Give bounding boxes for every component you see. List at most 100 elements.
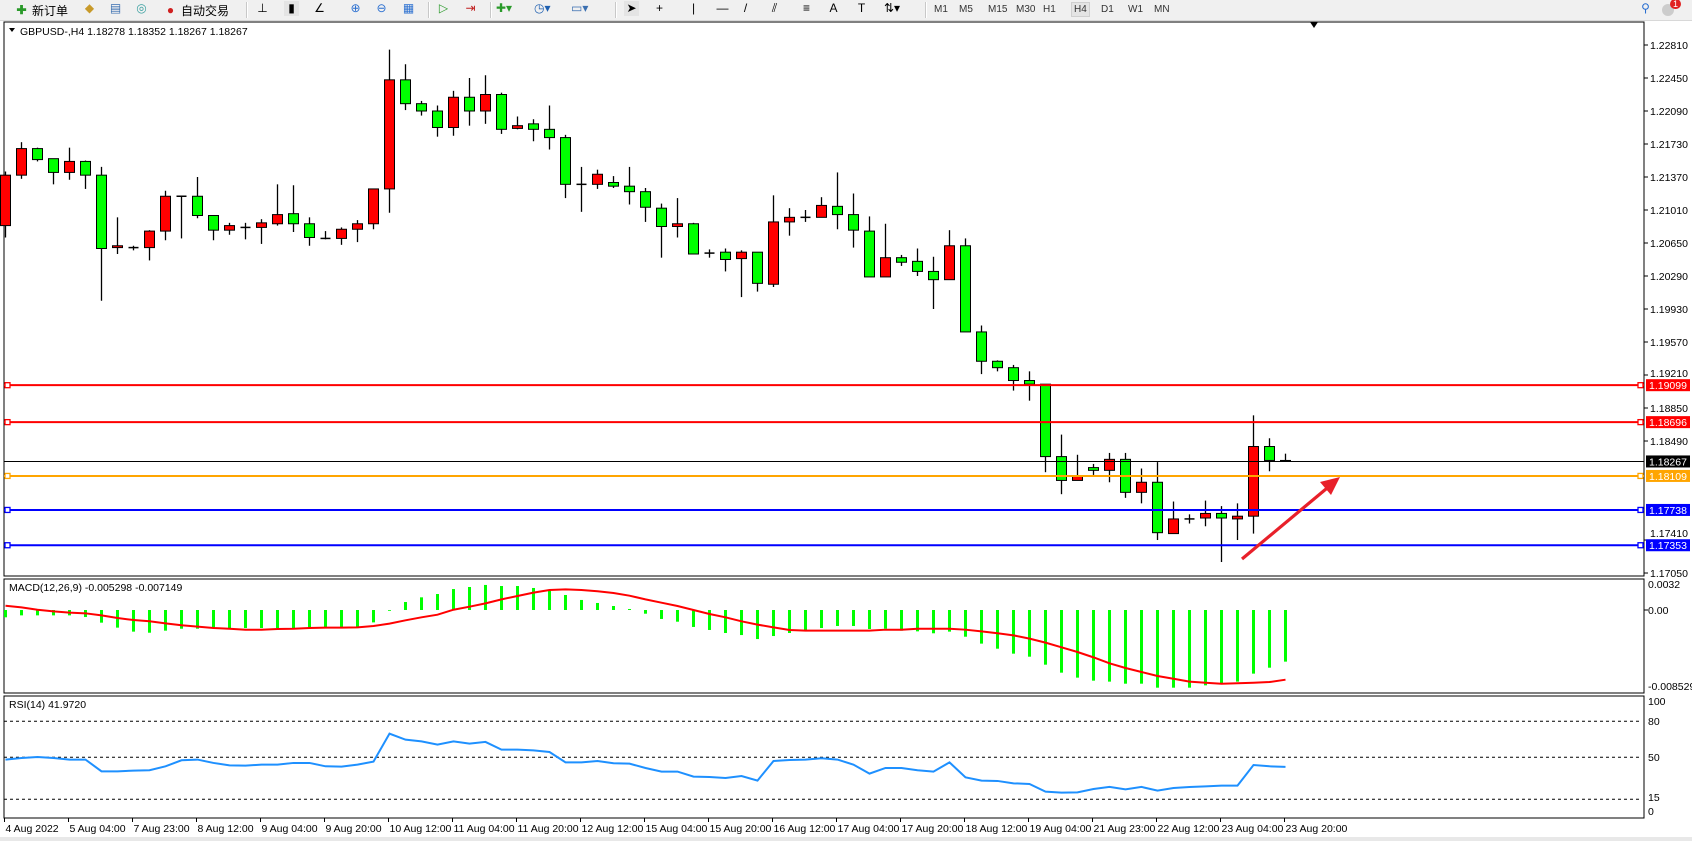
macd-histogram-bar [1172, 610, 1175, 688]
candle-body [304, 223, 315, 239]
trend-arrow-annotation [1240, 477, 1340, 561]
bar-chart-icon[interactable]: ⊥ [257, 1, 268, 15]
new-order-button[interactable]: ✚ 新订单 [14, 1, 68, 19]
market-watch-icon[interactable]: ▤ [109, 1, 122, 15]
macd-histogram-bar [804, 610, 807, 631]
tile-windows-icon[interactable]: ▦ [402, 1, 415, 15]
macd-histogram [4, 584, 1287, 688]
auto-trading-button[interactable]: ● 自动交易 [163, 1, 229, 19]
candle [656, 203, 667, 258]
candle-body [912, 260, 923, 272]
candle [208, 215, 219, 241]
macd-histogram-bar [340, 610, 343, 629]
text-icon[interactable]: A [829, 1, 838, 15]
candle [1264, 438, 1275, 472]
candle [816, 197, 827, 218]
templates-icon[interactable]: ▭▾ [571, 1, 589, 15]
candle [320, 231, 331, 240]
macd-histogram-bar [644, 610, 647, 614]
candle-body [752, 251, 763, 284]
vertical-line-icon[interactable]: | [691, 1, 696, 15]
timeframe-m15[interactable]: M15 [988, 4, 1008, 15]
candle [720, 248, 731, 272]
candle-body [976, 331, 987, 362]
text-label-icon[interactable]: T [857, 1, 866, 15]
candlestick-icon[interactable]: ▮ [284, 1, 299, 16]
timeframe-h4[interactable]: H4 [1071, 2, 1090, 17]
horizontal-level-line[interactable]: 1.18109 [4, 469, 1690, 483]
notification-button[interactable]: 1 [1662, 0, 1682, 19]
horizontal-level-line[interactable]: 1.18696 [4, 416, 1690, 429]
timeframe-w1[interactable]: W1 [1128, 4, 1143, 15]
candle [992, 360, 1003, 372]
candle [880, 223, 891, 278]
signals-icon[interactable]: ◎ [136, 1, 147, 15]
candle-body [64, 160, 75, 173]
equidistant-channel-icon[interactable]: ⫽ [771, 1, 778, 15]
horizontal-level-line[interactable]: 1.17738 [4, 503, 1690, 517]
periods-icon[interactable]: ◷▾ [534, 1, 551, 15]
chart-shift-icon[interactable]: ▷ [438, 1, 449, 15]
macd-histogram-bar [1060, 610, 1063, 673]
macd-histogram-bar [884, 610, 887, 629]
candle [672, 198, 683, 238]
horizontal-level-line[interactable]: 1.19099 [4, 379, 1690, 392]
candle-body [1056, 456, 1067, 481]
chart-window[interactable]: GBPUSD-,H4 1.18278 1.18352 1.18267 1.182… [0, 20, 1692, 841]
fibonacci-icon[interactable]: ≡ [802, 1, 810, 15]
candle-body [160, 195, 171, 232]
cursor-icon[interactable]: ➤ [624, 1, 639, 16]
candle-body [880, 257, 891, 278]
horizontal-level-line[interactable]: 1.17353 [4, 539, 1690, 552]
auto-scroll-icon[interactable]: ⇥ [465, 1, 476, 15]
arrow-head-icon [1320, 477, 1340, 495]
macd-histogram-bar [276, 610, 279, 629]
price-axis-label: 1.22810 [1650, 40, 1688, 52]
search-icon[interactable]: ⚲ [1641, 1, 1650, 15]
level-handle-start [4, 418, 11, 426]
zoom-in-icon[interactable]: ⊕ [350, 1, 361, 15]
history-folder-icon[interactable]: ◆ [84, 1, 95, 15]
horizontal-line-icon[interactable]: — [716, 1, 729, 15]
macd-histogram-bar [484, 584, 487, 610]
trendline-icon[interactable]: / [743, 1, 748, 15]
macd-histogram-bar [308, 610, 311, 629]
macd-histogram-bar [916, 610, 919, 632]
collapse-triangle-icon [9, 28, 15, 32]
candle [48, 158, 59, 185]
candle [704, 249, 715, 258]
candle [752, 251, 763, 292]
zoom-out-icon[interactable]: ⊖ [376, 1, 387, 15]
time-axis-label: 10 Aug 12:00 [390, 823, 452, 835]
candle-body [432, 110, 443, 129]
candle-body [496, 94, 507, 130]
candle [32, 147, 43, 162]
candle-body [1008, 367, 1019, 382]
timeframe-m1[interactable]: M1 [934, 4, 948, 15]
macd-histogram-bar [1012, 610, 1015, 654]
candle [0, 171, 11, 238]
line-chart-icon[interactable]: ∠ [314, 1, 325, 15]
timeframe-m5[interactable]: M5 [959, 4, 973, 15]
macd-histogram-bar [404, 602, 407, 610]
candle-body [16, 148, 27, 176]
level-handle-end [1637, 418, 1644, 426]
candle [736, 250, 747, 298]
timeframe-h1[interactable]: H1 [1043, 4, 1056, 15]
candle-body [1152, 481, 1163, 534]
macd-histogram-bar [1156, 610, 1159, 688]
candle [96, 166, 107, 301]
candle [640, 188, 651, 222]
level-handle-end [1637, 472, 1644, 480]
timeframe-m30[interactable]: M30 [1016, 4, 1036, 15]
candle-body [336, 228, 347, 239]
crosshair-icon[interactable]: + [655, 1, 663, 15]
indicators-icon[interactable]: ✚▾ [496, 1, 513, 15]
candle [832, 172, 843, 230]
arrows-icon[interactable]: ⇅▾ [884, 1, 901, 15]
timeframe-mn[interactable]: MN [1154, 4, 1170, 15]
macd-histogram-bar [324, 610, 327, 629]
timeframe-d1[interactable]: D1 [1101, 4, 1114, 15]
level-handle-start [4, 382, 11, 389]
candle-body [560, 137, 571, 185]
